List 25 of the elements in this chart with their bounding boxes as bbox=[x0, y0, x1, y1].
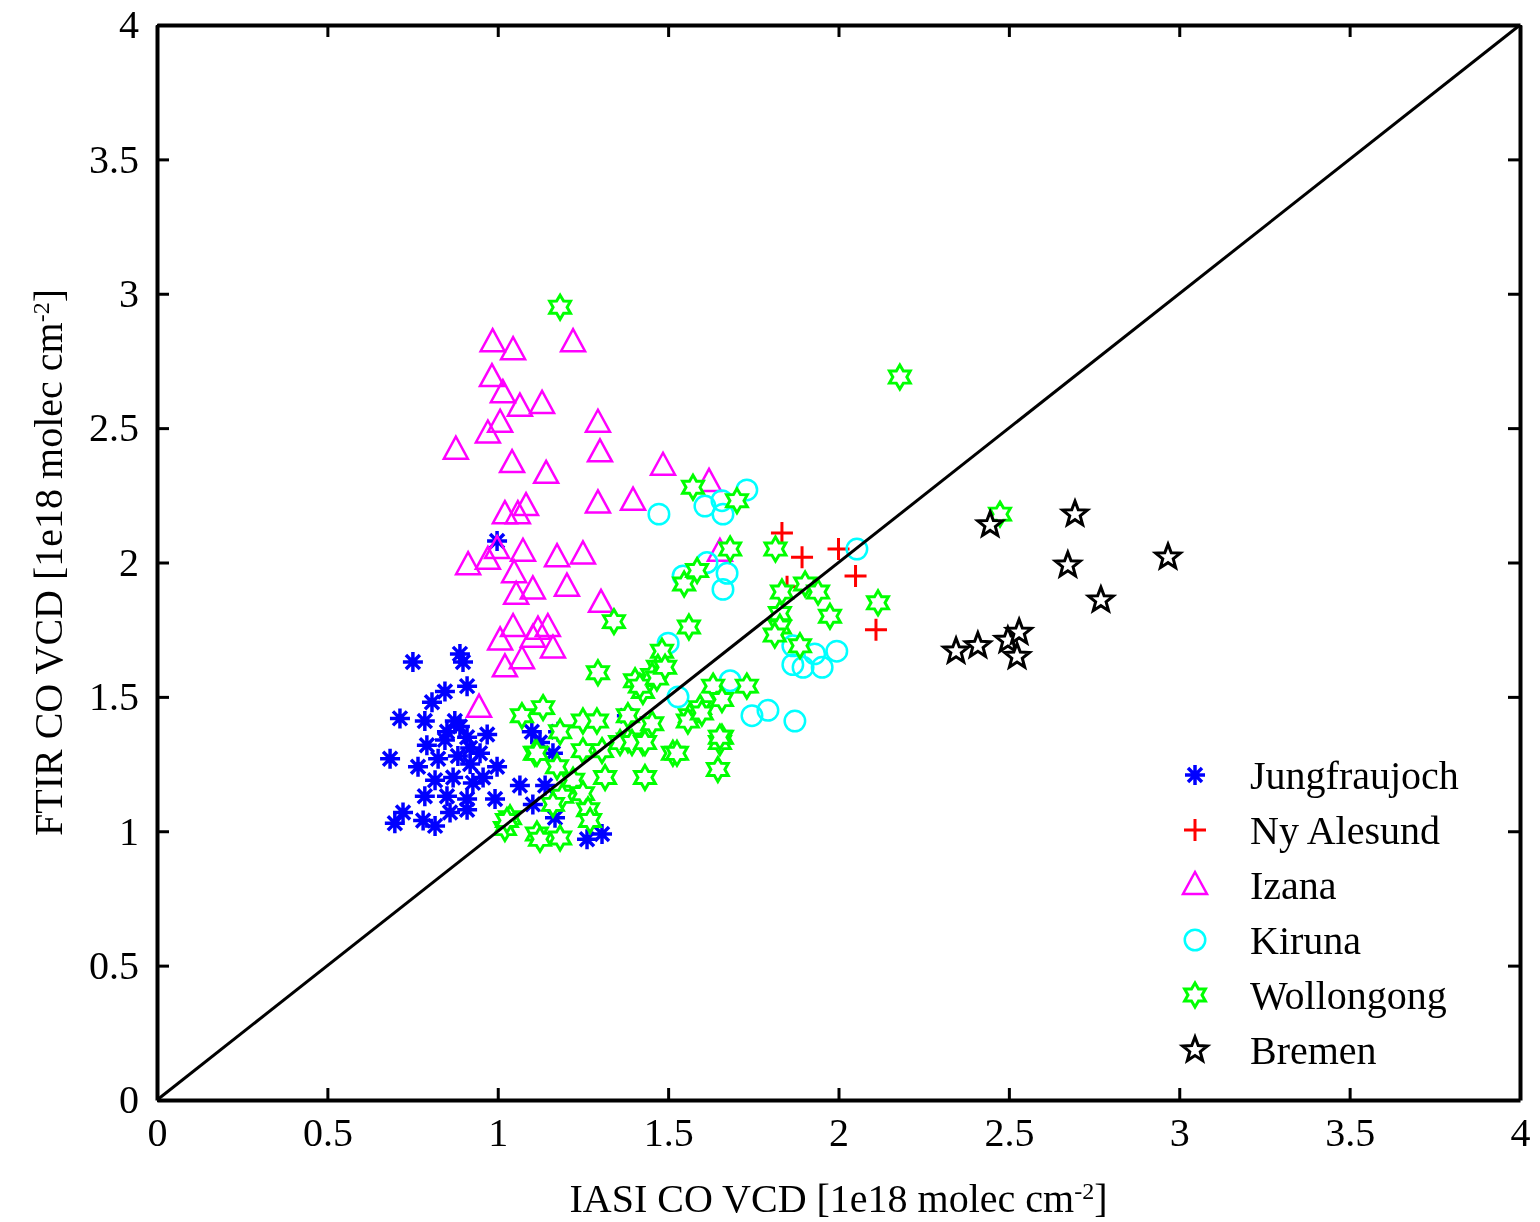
x-tick-label: 2 bbox=[829, 1110, 849, 1156]
y-tick-label: 0.5 bbox=[89, 942, 139, 988]
legend-label: Bremen bbox=[1250, 1028, 1377, 1073]
x-tick-label: 2.5 bbox=[984, 1110, 1035, 1156]
legend-label: Jungfraujoch bbox=[1250, 753, 1459, 798]
legend-label: Wollongong bbox=[1250, 973, 1447, 1018]
y-tick-label: 3.5 bbox=[89, 136, 139, 182]
x-tick-label: 3.5 bbox=[1325, 1110, 1376, 1156]
y-tick-label: 1.5 bbox=[89, 674, 139, 720]
y-tick-label: 1 bbox=[119, 808, 139, 854]
y-tick-label: 0 bbox=[119, 1077, 139, 1123]
x-tick-label: 1.5 bbox=[643, 1110, 694, 1156]
legend-label: Ny Alesund bbox=[1250, 808, 1440, 853]
legend-label: Izana bbox=[1250, 863, 1337, 908]
x-tick-label: 1 bbox=[488, 1110, 509, 1156]
x-tick-label: 4 bbox=[1510, 1110, 1531, 1156]
x-axis-title: IASI CO VCD [1e18 molec cm$^{-2}$] bbox=[569, 1176, 1108, 1221]
y-tick-label: 2 bbox=[119, 539, 139, 585]
y-tick-label: 4 bbox=[119, 2, 139, 48]
x-tick-label: 0.5 bbox=[302, 1110, 353, 1156]
y-tick-label: 3 bbox=[119, 271, 139, 317]
legend-label: Kiruna bbox=[1250, 918, 1362, 963]
y-tick-label: 2.5 bbox=[89, 405, 139, 451]
x-tick-label: 3 bbox=[1169, 1110, 1190, 1156]
x-tick-label: 0 bbox=[147, 1110, 168, 1156]
